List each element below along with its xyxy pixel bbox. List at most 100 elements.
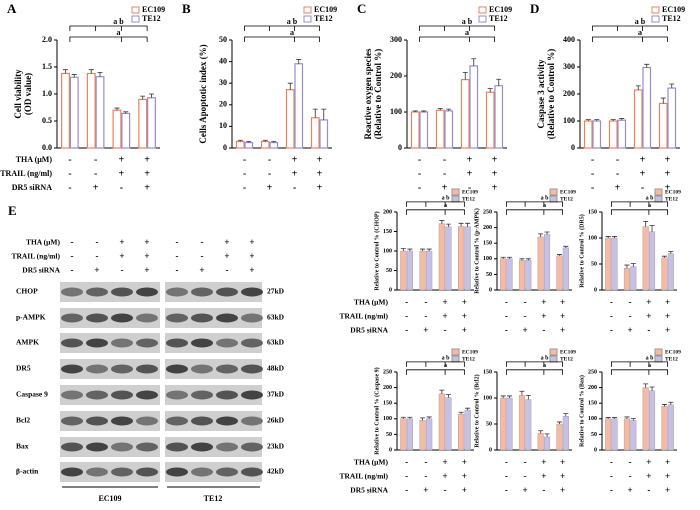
treatment-sign: +: [267, 182, 273, 193]
bar: [525, 399, 532, 451]
y-axis-label: Relative to Control % (Caspase 9): [373, 367, 380, 454]
blot-strip: [60, 437, 160, 457]
treatment-sign: -: [505, 457, 508, 467]
y-tick-label: 150: [383, 401, 392, 407]
legend-label: TE12: [665, 356, 678, 362]
y-axis-label: Relative to Control % (Bax): [578, 375, 585, 447]
error-bar: [556, 421, 562, 424]
error-bar: [400, 416, 406, 419]
legend-swatch: [303, 15, 312, 23]
significance-label: a b: [462, 17, 473, 26]
significance-bracket: [419, 25, 495, 31]
treatment-row-label: THA (μM): [354, 298, 389, 307]
y-axis-label: Cell viability: [13, 69, 23, 119]
blot-strip: [60, 462, 160, 482]
treatment-sign: +: [628, 325, 633, 335]
treatment-sign: +: [224, 237, 229, 247]
error-bar: [487, 88, 493, 93]
blot-band: [86, 364, 108, 374]
treatment-sign: -: [444, 325, 447, 335]
legend-swatch: [131, 15, 140, 23]
treatment-row-label: THA (μM): [354, 458, 389, 467]
legend-label: EC109: [560, 349, 576, 355]
blot-band: [136, 416, 158, 426]
blot-band: [216, 442, 238, 452]
band-size: 63kD: [267, 338, 285, 347]
y-tick-label: 50: [591, 432, 597, 438]
y-tick-label: 50: [386, 268, 392, 274]
bar: [556, 423, 563, 451]
blot-band: [86, 442, 108, 452]
error-bar: [400, 248, 406, 251]
y-tick-label: 300: [563, 62, 575, 71]
blot-band: [241, 364, 263, 374]
error-bar: [71, 74, 77, 78]
bar: [445, 397, 452, 451]
bar: [556, 255, 563, 291]
y-tick-label: 40: [219, 56, 227, 65]
bar: [525, 260, 532, 291]
bar: [658, 102, 668, 149]
y-axis-label: Relative to Control % (Bcl2): [473, 374, 480, 447]
treatment-sign: +: [249, 237, 254, 247]
protein-label: Bax: [16, 442, 29, 451]
error-bar: [669, 83, 675, 89]
y-tick-label: 20: [219, 100, 227, 109]
treatment-sign: -: [505, 311, 508, 321]
significance-bracket: [505, 209, 564, 215]
error-bar: [525, 395, 531, 400]
band-size: 26kD: [267, 416, 285, 425]
bar: [649, 390, 656, 451]
error-bar: [649, 386, 655, 391]
significance-label: a: [638, 28, 642, 37]
blot-band: [61, 364, 83, 374]
panel-letter: A: [7, 1, 17, 16]
treatment-sign: -: [418, 182, 421, 193]
treatment-sign: -: [610, 485, 613, 495]
y-tick-label: 30: [219, 78, 227, 87]
blot-band: [191, 390, 213, 400]
significance-bracket: [610, 361, 669, 367]
treatment-sign: +: [523, 325, 528, 335]
error-bar: [458, 222, 464, 227]
treatment-sign: +: [615, 182, 621, 193]
treatment-sign: -: [405, 457, 408, 467]
treatment-sign: +: [665, 485, 670, 495]
error-bar: [507, 395, 513, 398]
bar: [61, 72, 70, 149]
bar: [112, 109, 122, 149]
bar: [95, 76, 105, 149]
y-axis-label: (OD value): [23, 73, 33, 115]
treatment-sign: -: [591, 182, 594, 193]
significance-label: a: [465, 28, 469, 37]
y-axis-label: (Relative to Control %): [546, 49, 556, 140]
treatment-sign: +: [560, 457, 565, 467]
treatment-sign: -: [418, 168, 421, 179]
bar: [69, 76, 79, 149]
legend-swatch: [451, 195, 460, 203]
y-tick-label: 150: [483, 369, 492, 375]
bar: [537, 236, 544, 291]
bar: [445, 226, 452, 291]
error-bar: [612, 417, 618, 419]
blot-strip: [60, 411, 160, 431]
bar: [642, 66, 652, 149]
blot-band: [111, 390, 133, 400]
protein-label: CHOP: [16, 287, 38, 296]
blot-band: [216, 390, 238, 400]
blot-band: [136, 390, 158, 400]
y-tick-label: 0: [489, 447, 492, 453]
treatment-sign: -: [68, 182, 71, 193]
blot-strip: [165, 411, 262, 431]
significance-bracket: [406, 361, 465, 367]
bar: [285, 89, 295, 149]
treatment-sign: +: [462, 471, 467, 481]
treatment-row-label: DR5 siRNA: [22, 266, 60, 275]
bar: [400, 250, 407, 291]
treatment-sign: -: [610, 311, 613, 321]
treatment-sign: -: [293, 182, 296, 193]
treatment-sign: +: [199, 265, 204, 275]
treatment-sign: -: [268, 168, 271, 179]
treatment-sign: -: [647, 325, 650, 335]
y-tick-label: 100: [483, 395, 492, 401]
